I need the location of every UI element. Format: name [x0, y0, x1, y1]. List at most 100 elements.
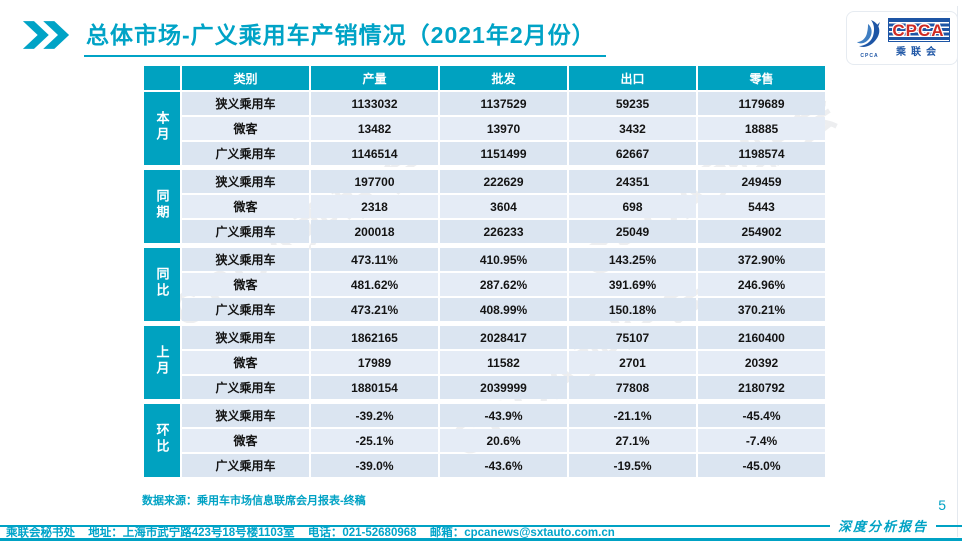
value-cell: 249459 — [698, 167, 825, 193]
value-cell: 75107 — [569, 323, 696, 349]
double-chevron-icon — [22, 21, 70, 49]
table-row: 广义乘用车 473.21% 408.99% 150.18% 370.21% — [144, 298, 825, 321]
footer-email: 邮箱：cpcanews@sxtauto.com.cn — [429, 527, 615, 539]
value-cell: -39.2% — [311, 401, 438, 427]
table-row: 微客 -25.1% 20.6% 27.1% -7.4% — [144, 429, 825, 452]
value-cell: 59235 — [569, 92, 696, 115]
value-cell: 5443 — [698, 195, 825, 218]
table-row: 本月 狭义乘用车 1133032 1137529 59235 1179689 — [144, 92, 825, 165]
value-cell: 2028417 — [440, 323, 567, 349]
group-label-mom: 环比 — [144, 401, 180, 477]
footer-contact: 乘联会秘书处 地址：上海市武宁路423号18号楼1103室 电话：021-526… — [6, 524, 625, 540]
value-cell: 372.90% — [698, 245, 825, 271]
footer-rule-right — [936, 524, 962, 527]
category-cell: 微客 — [182, 117, 309, 140]
table-row: 广义乘用车 1880154 2039999 77808 2180792 — [144, 376, 825, 399]
value-cell: 197700 — [311, 167, 438, 193]
cpca-stripe-box: CPCA — [887, 18, 950, 42]
page-title: 总体市场-广义乘用车产销情况（2021年2月份） — [84, 16, 606, 57]
data-source-note: 数据来源：乘用车市场信息联席会月报表-终稿 — [142, 495, 366, 507]
table-row: 广义乘用车 1146514 1151499 62667 1198574 — [144, 142, 825, 165]
value-cell: 246.96% — [698, 273, 825, 296]
cpca-logo-text: CPCA — [892, 20, 945, 40]
value-cell: 1880154 — [311, 376, 438, 399]
header-export: 出口 — [569, 66, 696, 90]
value-cell: -45.0% — [698, 454, 825, 477]
value-cell: 62667 — [569, 142, 696, 165]
value-cell: 24351 — [569, 167, 696, 193]
category-cell: 广义乘用车 — [182, 454, 309, 477]
table-header-row: 类别 产量 批发 出口 零售 — [144, 66, 825, 90]
value-cell: 20392 — [698, 351, 825, 374]
value-cell: -39.0% — [311, 454, 438, 477]
header-retail: 零售 — [698, 66, 825, 90]
title-bar: 总体市场-广义乘用车产销情况（2021年2月份） — [22, 16, 606, 57]
value-cell: 2318 — [311, 195, 438, 218]
value-cell: 17989 — [311, 351, 438, 374]
table-row: 广义乘用车 200018 226233 25049 254902 — [144, 220, 825, 243]
value-cell: 1133032 — [311, 92, 438, 115]
value-cell: 27.1% — [569, 429, 696, 452]
header-category: 类别 — [182, 66, 309, 90]
value-cell: -43.6% — [440, 454, 567, 477]
group-label-current-month: 本月 — [144, 92, 180, 165]
value-cell: 200018 — [311, 220, 438, 243]
value-cell: 25049 — [569, 220, 696, 243]
value-cell: 1198574 — [698, 142, 825, 165]
cpca-logo-mark-icon: CPCA — [855, 18, 885, 59]
value-cell: 1862165 — [311, 323, 438, 349]
cpca-logo-subtext: 乘联会 — [896, 47, 941, 58]
header-production: 产量 — [311, 66, 438, 90]
value-cell: 18885 — [698, 117, 825, 140]
value-cell: 408.99% — [440, 298, 567, 321]
value-cell: 254902 — [698, 220, 825, 243]
page-number: 5 — [938, 497, 946, 513]
value-cell: -43.9% — [440, 401, 567, 427]
table-row: 微客 17989 11582 2701 20392 — [144, 351, 825, 374]
value-cell: 13482 — [311, 117, 438, 140]
category-cell: 狭义乘用车 — [182, 401, 309, 427]
footer-rule: 深度分析报告 — [0, 516, 962, 535]
value-cell: 2701 — [569, 351, 696, 374]
value-cell: 20.6% — [440, 429, 567, 452]
value-cell: 226233 — [440, 220, 567, 243]
value-cell: 150.18% — [569, 298, 696, 321]
value-cell: -21.1% — [569, 401, 696, 427]
table-row: 同比 狭义乘用车 473.11% 410.95% 143.25% 372.90% — [144, 245, 825, 321]
category-cell: 微客 — [182, 429, 309, 452]
category-cell: 微客 — [182, 195, 309, 218]
value-cell: -19.5% — [569, 454, 696, 477]
value-cell: 698 — [569, 195, 696, 218]
table-row: 微客 481.62% 287.62% 391.69% 246.96% — [144, 273, 825, 296]
value-cell: 2160400 — [698, 323, 825, 349]
value-cell: 1179689 — [698, 92, 825, 115]
logo-mark-caption: CPCA — [860, 52, 879, 59]
table-row: 同期 狭义乘用车 197700 222629 24351 249459 — [144, 167, 825, 243]
value-cell: 77808 — [569, 376, 696, 399]
value-cell: 410.95% — [440, 245, 567, 271]
value-cell: 143.25% — [569, 245, 696, 271]
category-cell: 广义乘用车 — [182, 220, 309, 243]
header-wholesale: 批发 — [440, 66, 567, 90]
value-cell: -45.4% — [698, 401, 825, 427]
category-cell: 广义乘用车 — [182, 376, 309, 399]
value-cell: 3432 — [569, 117, 696, 140]
value-cell: 370.21% — [698, 298, 825, 321]
table-row: 微客 13482 13970 3432 18885 — [144, 117, 825, 140]
production-sales-table: 类别 产量 批发 出口 零售 本月 狭义乘用车 1133032 1137529 … — [142, 64, 827, 479]
category-cell: 微客 — [182, 351, 309, 374]
value-cell: 2039999 — [440, 376, 567, 399]
category-cell: 广义乘用车 — [182, 142, 309, 165]
header-corner — [144, 66, 180, 90]
group-label-same-period: 同期 — [144, 167, 180, 243]
value-cell: 1146514 — [311, 142, 438, 165]
group-label-yoy: 同比 — [144, 245, 180, 321]
value-cell: -25.1% — [311, 429, 438, 452]
table-row: 广义乘用车 -39.0% -43.6% -19.5% -45.0% — [144, 454, 825, 477]
value-cell: 391.69% — [569, 273, 696, 296]
category-cell: 狭义乘用车 — [182, 323, 309, 349]
report-type-label: 深度分析报告 — [837, 519, 928, 534]
footer-rule-left — [0, 524, 830, 527]
category-cell: 广义乘用车 — [182, 298, 309, 321]
category-cell: 狭义乘用车 — [182, 245, 309, 271]
